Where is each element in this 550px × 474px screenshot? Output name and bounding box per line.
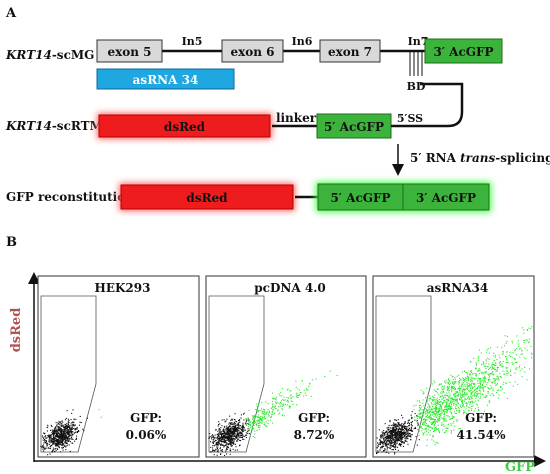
recon-dsred-box: [120, 184, 294, 210]
recon-acgfp5-label: 5′ AcGFP: [330, 191, 390, 205]
negative-population-dots: [40, 409, 88, 456]
gfp-label: GFP:: [130, 411, 162, 425]
plot-title: pcDNA 4.0: [254, 281, 325, 295]
flow-plot-3: asRNA34 GFP: 41.54%: [372, 275, 535, 458]
gate-polygon: [375, 295, 432, 453]
plot-frame: [37, 275, 200, 458]
bd-label: BD: [407, 80, 426, 93]
gfp-value: 8.72%: [294, 428, 335, 442]
gfp-value: 0.06%: [126, 428, 167, 442]
exon-5-label: exon 5: [107, 45, 151, 59]
trm-binding-connector: [391, 82, 464, 128]
negative-population-dots: [376, 411, 420, 455]
flow-plot-2: pcDNA 4.0 GFP: 8.72%: [205, 275, 367, 458]
gfp-label: GFP:: [298, 411, 330, 425]
plot-title: HEK293: [95, 281, 151, 295]
in6-label: In6: [292, 35, 313, 48]
panel-b-label: B: [6, 235, 17, 250]
ss5-label: 5′SS: [397, 112, 423, 125]
acgfp3-label: 3′ AcGFP: [433, 45, 493, 59]
dsred-box: [98, 114, 271, 138]
panel-a-label: A: [5, 6, 17, 21]
gfp-value: 41.54%: [457, 428, 507, 442]
gfp-positive-dots: [245, 370, 338, 439]
sctrm-label: KRT14-scRTM: [5, 119, 103, 133]
acgfp5-label: 5′ AcGFP: [324, 120, 384, 134]
exon-6-label: exon 6: [230, 45, 274, 59]
asrna-label: asRNA 34: [133, 73, 199, 87]
y-axis-label: dsRed: [9, 308, 24, 353]
plot-title: asRNA34: [427, 281, 488, 295]
flow-plots: HEK293 GFP: 0.06% pcDNA 4.0 GFP: 8.72% asRNA34…: [37, 275, 535, 458]
gfp-label: GFP:: [465, 411, 497, 425]
plot-frame: [372, 275, 535, 458]
recon-dsred-label: dsRed: [186, 191, 228, 205]
exon-7-box: [319, 39, 381, 63]
trans-splicing-label: 5′ RNA trans-splicing: [410, 151, 550, 165]
acgfp5-box: [316, 113, 392, 139]
gfp-positive-dots: [413, 326, 533, 447]
dsred-label: dsRed: [164, 120, 206, 134]
recon-acgfp3-label: 3′ AcGFP: [416, 191, 476, 205]
exon-7-label: exon 7: [328, 45, 372, 59]
gfp-positive-dots: [98, 409, 102, 418]
flow-plot-1: HEK293 GFP: 0.06%: [37, 275, 200, 458]
exon-6-box: [221, 39, 284, 63]
linker-label: linker: [276, 111, 317, 125]
exon-5-box: [96, 39, 163, 63]
in5-label: In5: [182, 35, 203, 48]
gfp-reconstitution-label: GFP reconstitution: [6, 190, 134, 204]
binding-domain-ticks: [409, 51, 423, 76]
scmg-label: KRT14-scMG: [5, 48, 94, 62]
x-axis-label: GFP: [505, 460, 535, 474]
asrna-box: [96, 68, 235, 90]
acgfp3-box: [424, 38, 503, 64]
in7-label: In7: [408, 35, 429, 48]
